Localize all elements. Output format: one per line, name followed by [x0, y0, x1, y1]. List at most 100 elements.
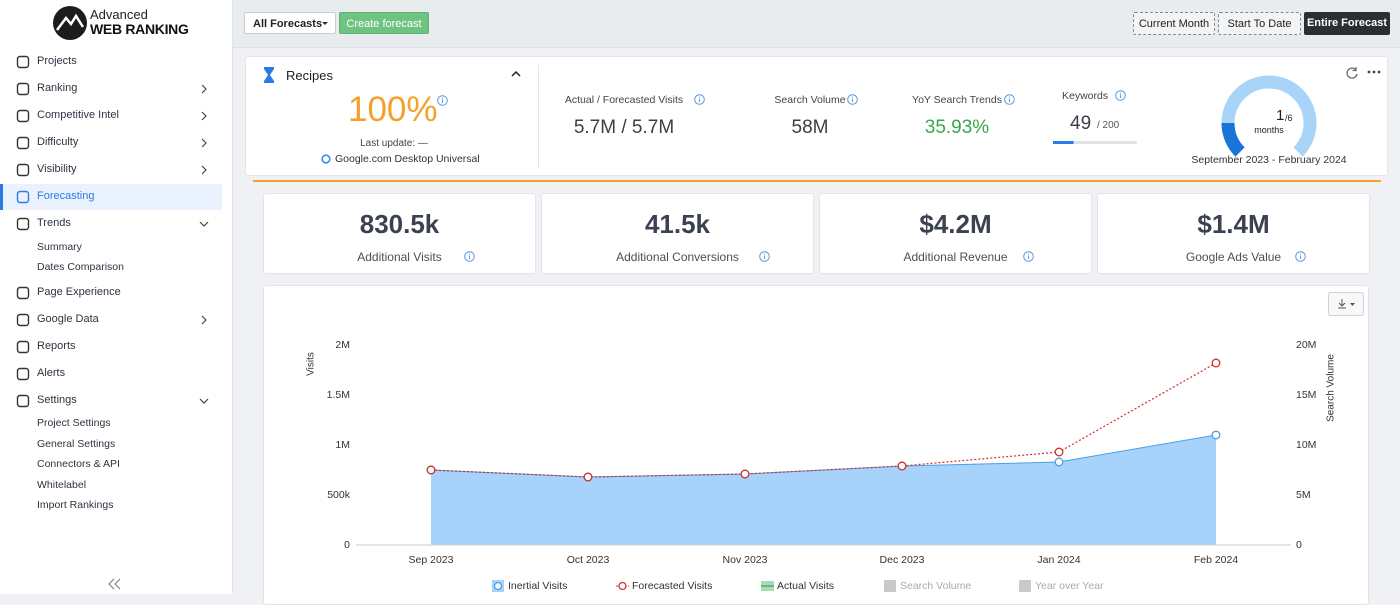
- y-tick-label: 1.5M: [327, 389, 350, 401]
- chevron-path: [201, 84, 207, 94]
- google-ring: [321, 154, 331, 164]
- period: September 2023 - February 2024: [1191, 154, 1347, 166]
- x-tick-label: Feb 2024: [1194, 554, 1239, 566]
- legend-label: Inertial Visits: [508, 580, 567, 592]
- kpi-label: Google Ads Value: [1185, 250, 1282, 264]
- nav-subitem[interactable]: Whitelabel: [37, 479, 87, 491]
- metric-value: 35.93%: [924, 117, 990, 138]
- nav-item[interactable]: Projects: [37, 55, 77, 67]
- logo-text: Advanced: [90, 7, 148, 22]
- x-tick-label: Nov 2023: [723, 554, 768, 566]
- create-button[interactable]: Create forecast: [339, 12, 429, 34]
- chevron-path: [199, 221, 209, 227]
- kpi-card: 41.5k Additional Conversions: [541, 193, 814, 274]
- summary-card: Recipes 100% Last update: — Google.com Desk…: [245, 56, 1388, 176]
- nav-icon: [16, 136, 30, 150]
- info-stem: [699, 98, 701, 102]
- legend-label: Forecasted Visits: [632, 580, 712, 592]
- info-ring: [694, 94, 706, 105]
- chevron: [201, 138, 207, 148]
- range-button[interactable]: Current Month: [1133, 12, 1215, 35]
- nav-subitem[interactable]: General Settings: [37, 438, 116, 450]
- nav-icon: [16, 340, 30, 354]
- chevron: [201, 111, 207, 121]
- metric-value: 5.7M / 5.7M: [573, 117, 675, 138]
- chevron-path: [201, 111, 207, 121]
- nav-subitem[interactable]: Dates Comparison: [37, 261, 124, 273]
- keywords-bar: [1053, 141, 1137, 144]
- nav-icon-shape: [16, 55, 30, 69]
- chevron-path: [199, 398, 209, 404]
- nav-item[interactable]: Google Data: [37, 313, 99, 325]
- filter-dropdown[interactable]: All Forecasts: [244, 12, 336, 34]
- info-ring: [437, 95, 448, 106]
- metric-label: Actual / Forecasted Visits: [564, 94, 684, 106]
- nav-icon: [16, 394, 30, 408]
- collapse-icon[interactable]: [108, 578, 122, 590]
- nav-icon: [16, 190, 30, 204]
- nav-item[interactable]: Page Experience: [37, 286, 121, 298]
- nav-subitem[interactable]: Summary: [37, 241, 82, 253]
- sidebar: Advanced WEB RANKING Projects Ranking Comp…: [0, 0, 233, 594]
- kpi-card: $1.4M Google Ads Value: [1097, 193, 1370, 274]
- info-stem: [1028, 255, 1030, 259]
- keywords-value: 49: [1070, 113, 1092, 134]
- gauge-max: /6: [1285, 113, 1293, 123]
- y-axis-title: Visits: [306, 352, 317, 376]
- nav-icon-shape: [16, 217, 30, 231]
- nav-icon-shape: [16, 313, 30, 327]
- gauge: [1221, 75, 1317, 157]
- percent: 100%: [348, 90, 438, 129]
- metric-value: 58M: [791, 117, 829, 138]
- info-stem: [763, 255, 765, 259]
- nav-item[interactable]: Trends: [37, 217, 71, 229]
- info-icon: [437, 95, 448, 106]
- info-dot: [1120, 92, 1121, 94]
- info-dot: [1009, 96, 1011, 98]
- nav-item[interactable]: Settings: [37, 394, 77, 406]
- nav-icon-shape: [16, 394, 30, 408]
- download-button[interactable]: [1328, 292, 1364, 316]
- info-icon: [1294, 251, 1306, 262]
- info-ring: [1294, 251, 1306, 262]
- nav-icon: [16, 109, 30, 123]
- range-button[interactable]: Start To Date: [1218, 12, 1301, 35]
- kpi-label: Additional Conversions: [616, 250, 739, 264]
- kpi-card: $4.2M Additional Revenue: [819, 193, 1092, 274]
- more-dot: [1367, 70, 1371, 74]
- nav-item[interactable]: Ranking: [37, 82, 78, 94]
- logo-text: WEB RANKING: [90, 21, 189, 37]
- info-stem: [1120, 94, 1121, 98]
- chevron: [201, 165, 207, 175]
- nav-subitem[interactable]: Connectors & API: [37, 458, 120, 470]
- nav-item[interactable]: Visibility: [37, 163, 77, 175]
- nav-item[interactable]: Forecasting: [37, 190, 95, 202]
- filter-label: All Forecasts: [253, 18, 323, 30]
- range-button[interactable]: Entire Forecast: [1304, 12, 1390, 35]
- nav-item[interactable]: Reports: [37, 340, 76, 352]
- y-tick-label: 500k: [327, 489, 351, 501]
- more-dot: [1372, 70, 1376, 74]
- info-icon: [464, 251, 475, 262]
- legend-marker: [618, 581, 627, 591]
- keywords-max: / 200: [1097, 120, 1120, 131]
- nav-subitem[interactable]: Project Settings: [37, 417, 111, 429]
- info-icon: [758, 251, 770, 262]
- engine: Google.com Desktop Universal: [335, 153, 480, 165]
- point: [1211, 358, 1221, 368]
- info-stem: [469, 255, 471, 259]
- gauge-unit: months: [1254, 125, 1284, 135]
- nav-item[interactable]: Alerts: [37, 367, 66, 379]
- nav-item[interactable]: Competitive Intel: [37, 109, 119, 121]
- download-icon: [1338, 299, 1355, 309]
- info-dot: [699, 96, 701, 98]
- nav-subitem[interactable]: Import Rankings: [37, 499, 114, 511]
- chevron-path: [201, 138, 207, 148]
- nav-item[interactable]: Difficulty: [37, 136, 79, 148]
- more-dot: [1377, 70, 1381, 74]
- kpi-value: $1.4M: [1197, 209, 1270, 239]
- info-ring: [464, 251, 475, 262]
- info-stem: [442, 99, 443, 103]
- info-dot: [1299, 253, 1301, 255]
